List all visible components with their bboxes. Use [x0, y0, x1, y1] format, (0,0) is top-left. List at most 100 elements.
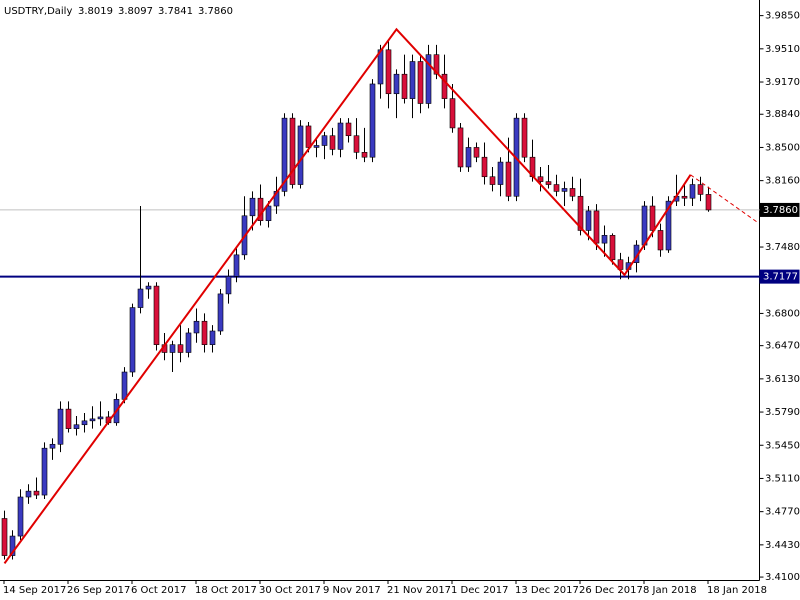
level-tag: [759, 269, 800, 284]
candle-body: [209, 330, 216, 345]
candle-body: [433, 54, 440, 75]
candle-body: [97, 416, 104, 420]
candle-body: [89, 418, 96, 422]
candle-body: [345, 122, 352, 137]
candle-body: [329, 135, 336, 150]
candle-body: [449, 98, 456, 129]
y-tick-label: 3.8500: [765, 142, 800, 153]
x-tick-label: 21 Nov 2017: [387, 585, 451, 596]
x-tick-label: 18 Oct 2017: [195, 585, 257, 596]
candle-body: [225, 276, 232, 295]
y-tick-label: 3.7480: [765, 242, 800, 253]
candle-body: [425, 54, 432, 104]
quote-value: 3.8019: [78, 6, 113, 17]
x-tick-label: 14 Sep 2017: [3, 585, 66, 596]
y-tick-label: 3.9510: [765, 44, 800, 55]
y-tick-label: 3.9170: [765, 77, 800, 88]
candle-body: [585, 210, 592, 231]
x-tick-label: 30 Oct 2017: [259, 585, 321, 596]
candle-body: [73, 424, 80, 429]
y-tick-label: 3.6130: [765, 374, 800, 385]
candle-body: [649, 205, 656, 231]
candle-body: [153, 285, 160, 345]
candle-body: [601, 235, 608, 244]
candle-body: [305, 125, 312, 148]
candle-body: [265, 205, 272, 221]
x-tick-label: 13 Dec 2017: [515, 585, 579, 596]
y-tick-label: 3.5450: [765, 440, 800, 451]
candle-body: [545, 181, 552, 185]
candle-body: [481, 156, 488, 178]
candle-body: [81, 420, 88, 426]
candle-body: [337, 122, 344, 150]
trendline: [3, 27, 692, 564]
candle-body: [353, 135, 360, 153]
candle-body: [577, 195, 584, 231]
candle-body: [169, 344, 176, 353]
y-tick-label: 3.4430: [765, 540, 800, 551]
quote-value: 3.7860: [198, 6, 233, 17]
chart-title: USDTRY,Daily: [4, 6, 72, 17]
candle-body: [401, 73, 408, 99]
candle-body: [593, 210, 600, 244]
candle-body: [569, 188, 576, 197]
candle-body: [457, 127, 464, 168]
candle-body: [537, 176, 544, 182]
candle-body: [57, 408, 64, 445]
candle-body: [9, 535, 16, 556]
candle-body: [297, 125, 304, 185]
candle-body: [417, 61, 424, 104]
candle-body: [193, 320, 200, 334]
quote-value: 3.8097: [118, 6, 153, 17]
candle-body: [361, 152, 368, 158]
y-tick-label: 3.4770: [765, 507, 800, 518]
y-tick-label: 3.8160: [765, 176, 800, 187]
price-tag: [759, 202, 800, 217]
candle-body: [41, 447, 48, 496]
candle-body: [665, 200, 672, 251]
y-tick-label: 3.5110: [765, 473, 800, 484]
x-tick-label: 8 Jan 2018: [643, 585, 697, 596]
candle-body: [473, 147, 480, 158]
candle-body: [49, 443, 56, 449]
candle-body: [249, 197, 256, 217]
candle-body: [25, 490, 32, 498]
candle-body: [137, 288, 144, 308]
candle-body: [185, 332, 192, 353]
candle-body: [441, 73, 448, 99]
candle-body: [321, 135, 328, 146]
candle-body: [489, 176, 496, 185]
candle-body: [17, 496, 24, 537]
candle-body: [281, 117, 288, 192]
candle-body: [521, 117, 528, 158]
x-tick-label: 18 Jan 2018: [707, 585, 767, 596]
candle-body: [465, 147, 472, 168]
candle-body: [609, 235, 616, 261]
candle-body: [33, 490, 40, 496]
candle-body: [705, 194, 712, 211]
candle-body: [217, 293, 224, 332]
candle-body: [505, 161, 512, 197]
candle-body: [553, 184, 560, 192]
x-tick-label: 1 Dec 2017: [451, 585, 509, 596]
candle-body: [697, 184, 704, 195]
candle-body: [289, 117, 296, 185]
candle-body: [641, 205, 648, 246]
candle-body: [497, 161, 504, 185]
price-tag-label: 3.7860: [763, 205, 798, 216]
x-tick-label: 9 Nov 2017: [323, 585, 381, 596]
y-tick-label: 3.6470: [765, 341, 800, 352]
y-tick-label: 3.5790: [765, 407, 800, 418]
candle-body: [689, 184, 696, 199]
candle-body: [369, 83, 376, 158]
candle-body: [233, 254, 240, 277]
candle-body: [201, 320, 208, 345]
candle-body: [393, 73, 400, 95]
y-tick-label: 3.8840: [765, 109, 800, 120]
candle-body: [561, 188, 568, 192]
y-tick-label: 3.9850: [765, 11, 800, 22]
candle-body: [65, 408, 72, 429]
candle-body: [313, 145, 320, 148]
candle-body: [121, 371, 128, 400]
